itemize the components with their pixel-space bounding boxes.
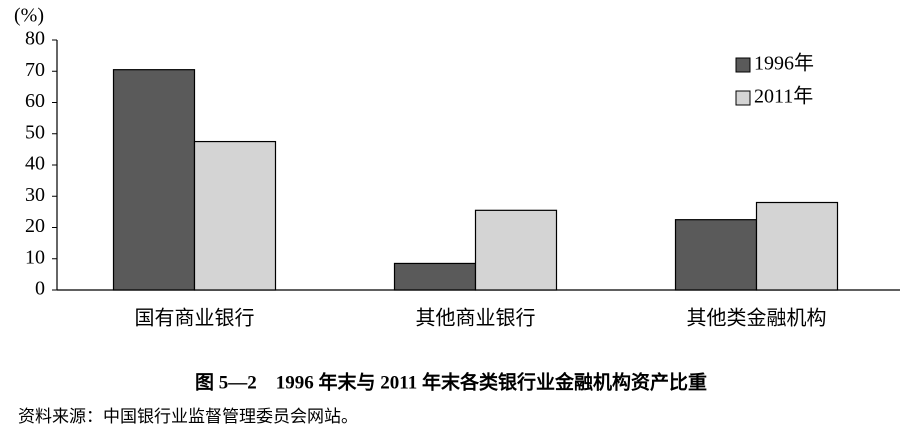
legend-label: 2011年 [754,85,813,108]
bar [674,219,758,291]
legend-swatch [735,90,751,106]
bar [755,201,839,291]
x-tick-label: 国有商业银行 [135,307,255,330]
x-tick-label: 其他商业银行 [416,307,536,330]
y-tick-label: 30 [25,184,45,206]
x-tick-label: 其他类金融机构 [687,307,827,330]
y-tick-label: 20 [25,215,45,237]
bar [193,140,277,291]
bar [112,69,196,291]
y-tick-label: 40 [25,153,45,175]
y-tick-label: 60 [25,90,45,112]
y-axis-unit: (%) [14,5,44,27]
source-note: 资料来源：中国银行业监督管理委员会网站。 [18,407,358,426]
y-tick-label: 80 [25,28,45,50]
y-tick-label: 0 [35,278,45,300]
legend-swatch [735,57,751,73]
chart-title: 图 5—2 1996 年末与 2011 年末各类银行业金融机构资产比重 [195,370,707,393]
y-tick-label: 70 [25,59,45,81]
y-tick-label: 50 [25,121,45,143]
bar [393,262,477,291]
y-tick-label: 10 [25,246,45,268]
bar [474,209,558,291]
legend-label: 1996年 [754,52,814,75]
